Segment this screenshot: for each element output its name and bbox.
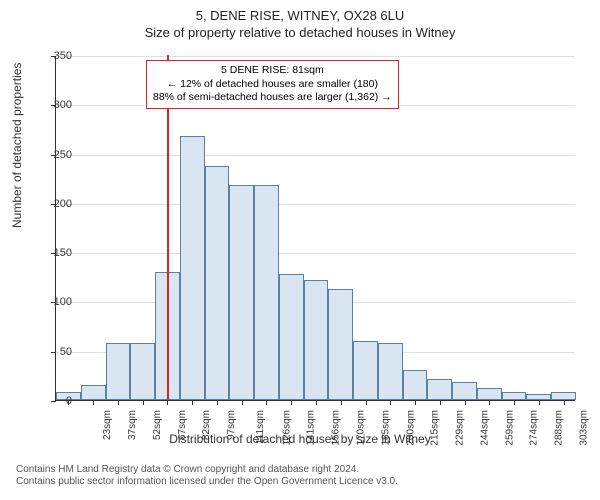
gridline [56,204,575,205]
ytick-label: 150 [54,247,72,259]
histogram-bar [279,274,304,400]
xtick-mark [440,400,441,405]
chart-title-sub: Size of property relative to detached ho… [0,25,600,40]
attribution-line2: Contains public sector information licen… [16,476,398,488]
attribution-line1: Contains HM Land Registry data © Crown c… [16,464,398,476]
annotation-box: 5 DENE RISE: 81sqm ← 12% of detached hou… [146,60,399,109]
xtick-mark [390,400,391,405]
ytick-label: 200 [54,198,72,210]
histogram-bar [180,136,205,400]
histogram-bar [229,185,254,400]
histogram-bar [477,388,502,400]
xtick-mark [291,400,292,405]
xtick-mark [316,400,317,405]
xtick-mark [93,400,94,405]
chart-container: 5, DENE RISE, WITNEY, OX28 6LU Size of p… [0,8,600,458]
xtick-mark [489,400,490,405]
attribution-text: Contains HM Land Registry data © Crown c… [16,464,398,488]
histogram-bar [353,341,378,400]
ytick-label: 0 [66,395,72,407]
xtick-mark [143,400,144,405]
histogram-bar [502,392,527,400]
histogram-bar [551,392,576,400]
gridline [56,155,575,156]
xtick-mark [366,400,367,405]
histogram-bar [254,185,279,400]
histogram-bar [328,289,353,400]
xtick-mark [167,400,168,405]
xtick-mark [539,400,540,405]
ytick-label: 300 [54,99,72,111]
xtick-mark [564,400,565,405]
xtick-mark [465,400,466,405]
chart-title-main: 5, DENE RISE, WITNEY, OX28 6LU [0,8,600,23]
xtick-mark [415,400,416,405]
xtick-mark [514,400,515,405]
xaxis-label: Distribution of detached houses by size … [0,432,600,446]
xtick-mark [192,400,193,405]
ytick-mark [51,352,56,353]
xtick-mark [118,400,119,405]
annotation-line3: 88% of semi-detached houses are larger (… [153,91,392,105]
ytick-label: 50 [60,346,72,358]
histogram-bar [81,385,106,400]
xtick-mark [217,400,218,405]
histogram-bar [378,343,403,400]
histogram-bar [106,343,131,400]
ytick-label: 350 [54,50,72,62]
gridline [56,253,575,254]
xtick-mark [266,400,267,405]
xtick-mark [341,400,342,405]
histogram-bar [205,166,230,400]
xtick-mark [242,400,243,405]
yaxis-label: Number of detached properties [10,63,24,228]
histogram-bar [304,280,329,400]
ytick-label: 250 [54,149,72,161]
gridline [56,56,575,57]
ytick-mark [51,401,56,402]
histogram-bar [427,379,452,400]
ytick-label: 100 [54,296,72,308]
histogram-bar [452,382,477,400]
annotation-line1: 5 DENE RISE: 81sqm [153,64,392,78]
plot-area: 23sqm37sqm52sqm67sqm82sqm97sqm111sqm126s… [55,56,575,401]
histogram-bar [403,370,428,400]
annotation-line2: ← 12% of detached houses are smaller (18… [153,78,392,92]
histogram-bar [130,343,155,400]
